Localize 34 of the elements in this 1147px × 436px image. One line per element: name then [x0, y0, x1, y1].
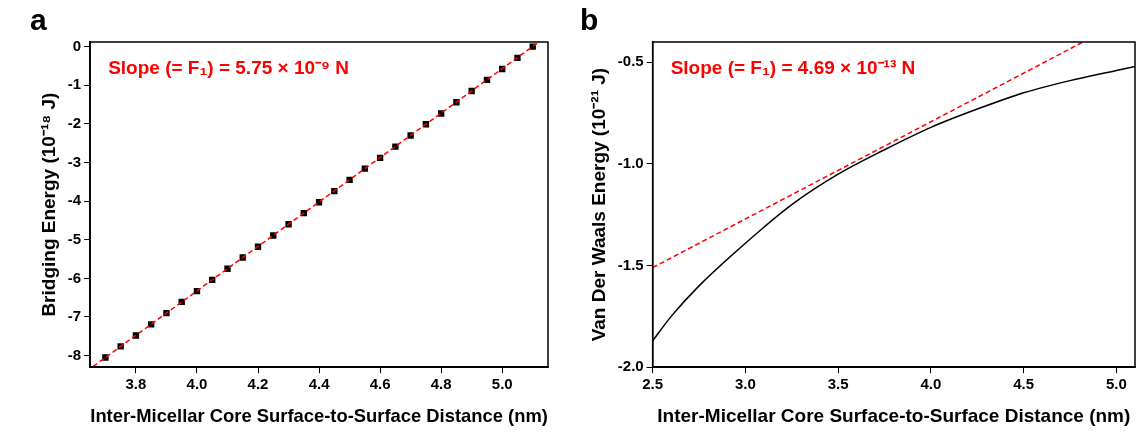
y-tick-label: -4 — [67, 191, 82, 209]
x-axis-title: Inter-Micellar Core Surface-to-Surface Distance (nm) — [90, 404, 548, 426]
y-tick-label: -1.5 — [617, 255, 644, 273]
x-tick-label: 4.2 — [247, 375, 269, 393]
x-tick-label: 4.5 — [1013, 375, 1035, 393]
annotation: Slope (= F₁) = 5.75 × 10⁻⁹ N — [108, 57, 350, 79]
x-tick-label: 2.5 — [642, 375, 664, 393]
y-tick-label: -5 — [67, 229, 82, 247]
y-tick-label: -3 — [67, 152, 82, 170]
y-tick-label: 0 — [72, 36, 82, 54]
y-tick-label: -0.5 — [617, 52, 644, 70]
y-tick-label: -6 — [67, 268, 82, 286]
x-tick-label: 3.8 — [125, 375, 147, 393]
x-tick-label: 4.8 — [430, 375, 452, 393]
x-tick-label: 4.0 — [920, 375, 942, 393]
x-tick-label: 4.0 — [186, 375, 208, 393]
x-tick-label: 3.0 — [734, 375, 756, 393]
x-tick-label: 4.4 — [308, 375, 331, 393]
x-axis-title: Inter-Micellar Core Surface-to-Surface Distance (nm) — [657, 404, 1131, 426]
x-tick-label: 5.0 — [491, 375, 513, 393]
y-tick-label: -2 — [67, 114, 82, 132]
y-tick-label: -1.0 — [617, 154, 644, 172]
y-axis-title: Bridging Energy (10⁻¹⁸ J) — [37, 92, 59, 317]
y-tick-label: -8 — [67, 345, 82, 363]
y-axis-title: Van Der Waals Energy (10⁻²¹ J) — [587, 67, 609, 342]
annotation: Slope (= F₁) = 4.69 × 10⁻¹³ N — [670, 57, 916, 79]
y-tick-label: -2.0 — [617, 357, 644, 375]
x-tick-label: 5.0 — [1106, 375, 1127, 393]
y-tick-label: -1 — [67, 75, 82, 93]
x-tick-label: 4.6 — [369, 375, 391, 393]
chart-title: a — [30, 3, 47, 37]
y-tick-label: -7 — [67, 307, 82, 325]
chart-title: b — [580, 3, 599, 37]
x-tick-label: 3.5 — [827, 375, 849, 393]
